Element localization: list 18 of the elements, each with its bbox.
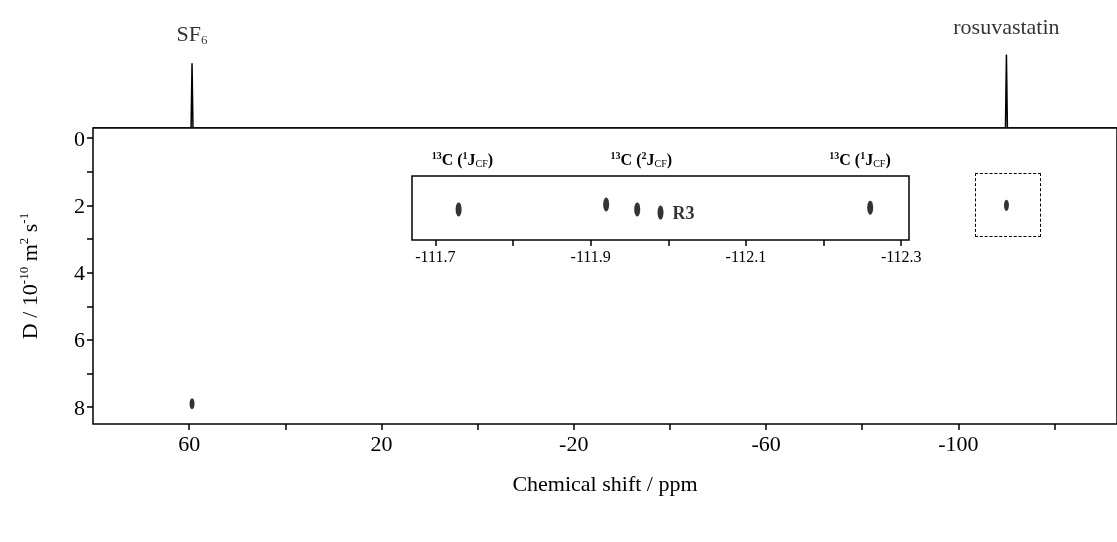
x-tick-label: -20 [559,430,589,456]
y-tick-label: 4 [74,260,85,286]
x-tick-label: 20 [370,430,393,456]
y-tick-label: 2 [74,192,85,218]
y-tick-label: 0 [74,125,85,151]
x-tick-label: -112.3 [880,247,922,265]
x-tick-label: -112.1 [725,247,767,265]
y-axis-title: D / 10-10 m2 s-1 [16,212,42,340]
x-tick-label: -60 [751,430,781,456]
x-tick-label: -111.9 [570,247,611,265]
x-tick-label: -100 [938,430,979,456]
annotation: rosuvastatin [953,13,1060,39]
x-axis-title: Chemical shift / ppm [512,470,698,496]
x-tick-label: -111.7 [415,247,456,265]
x-tick-label: 60 [178,430,201,456]
y-tick-label: 8 [74,394,85,420]
annotation: R3 [672,202,695,223]
y-tick-label: 6 [74,327,85,353]
